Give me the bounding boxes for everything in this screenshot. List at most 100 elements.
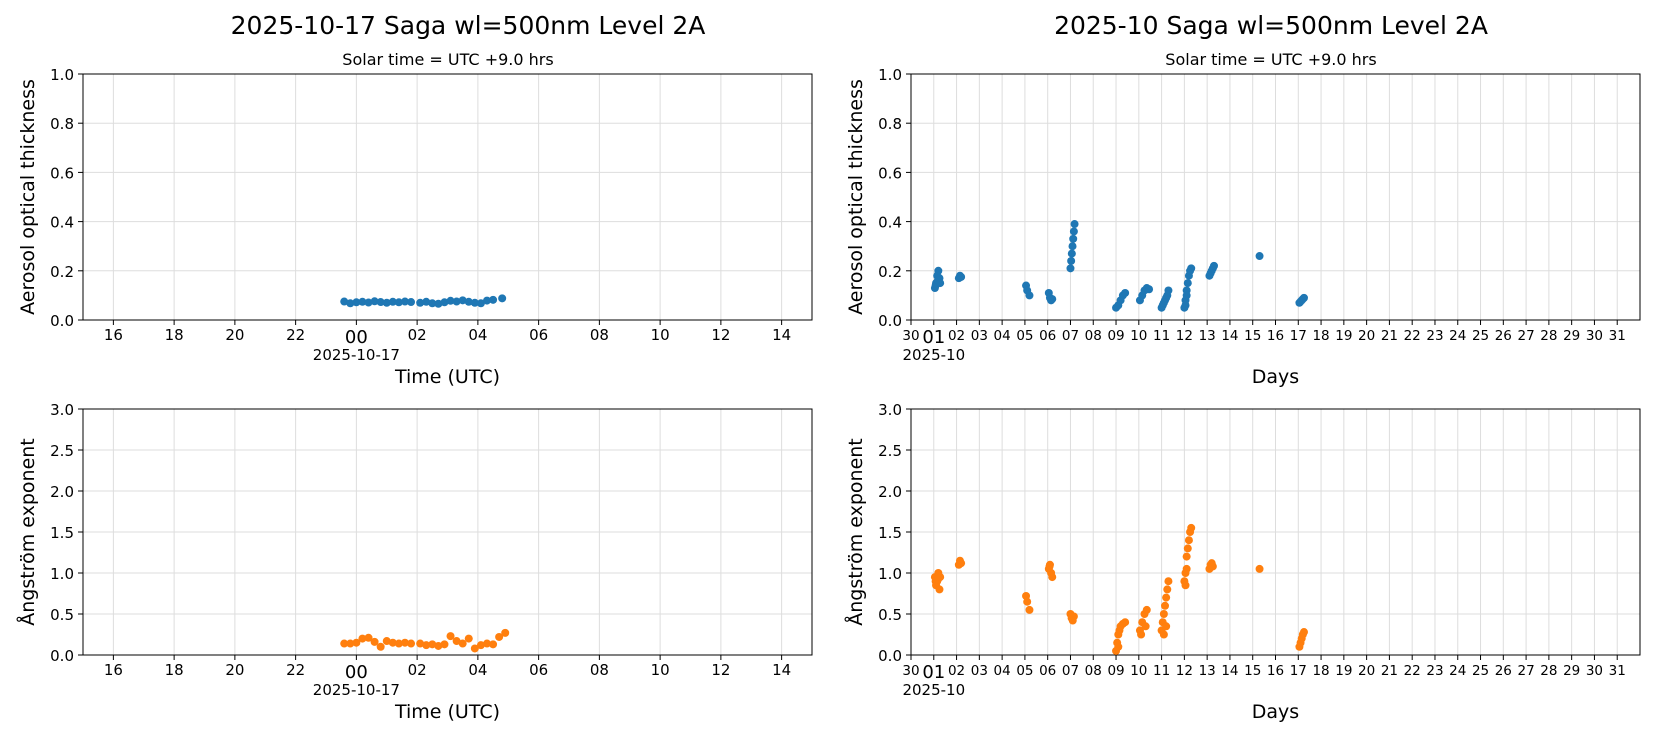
data-point [1159,610,1168,618]
y-tick-label: 0.4 [50,214,74,232]
x-tick-label: 18 [165,326,184,344]
data-point [416,298,425,307]
data-point [452,297,461,306]
y-tick-label: 0.2 [878,263,902,281]
y-tick-label: 0.0 [878,647,902,665]
x-tick-label: 16 [104,326,123,344]
data-point [1182,552,1191,561]
data-point [434,299,443,308]
y-tick-label: 1.5 [878,524,902,542]
data-point [428,299,437,308]
data-point [388,638,397,647]
x-tick-label: 12 [1176,663,1193,679]
data-point [1141,622,1150,631]
y-tick-label: 3.0 [50,401,74,419]
data-point [1255,564,1264,573]
data-point [1145,285,1154,294]
x-tick-label: 20 [1358,663,1375,679]
data-point [1067,249,1076,258]
data-point [394,639,403,648]
data-point [382,298,391,307]
x-tick-label: 19 [1335,328,1352,344]
data-point [1023,597,1032,606]
x-tick-label: 07 [1062,328,1079,344]
data-point [470,644,479,653]
y-tick-label: 2.0 [878,483,902,501]
x-date-label: 2025-10 [902,346,965,364]
data-point [358,634,367,643]
data-point [340,297,349,306]
data-point [1025,605,1034,614]
x-tick-label: 10 [651,661,670,679]
data-point [370,297,379,306]
data-point [446,632,455,641]
data-point [1068,242,1077,251]
x-tick-label: 00 [345,662,368,683]
data-point [1162,622,1171,631]
x-tick-label: 16 [104,661,123,679]
x-tick-label: 31 [1609,328,1626,344]
data-point [1069,227,1078,236]
data-point [416,639,425,648]
data-point [1184,536,1193,545]
monthly-aot-panel: 0.00.20.40.60.81.030 01 02 03 04 05 06 07 08 09 10… [845,66,1641,388]
x-tick-label: 31 [1609,663,1626,679]
data-point [476,299,485,308]
y-axis-label: Aerosol optical thickness [17,79,39,315]
x-tick-label: 04 [468,661,487,679]
data-point [495,632,504,641]
x-tick-label: 14 [772,326,791,344]
data-point [1069,612,1078,621]
x-tick-label: 23 [1426,328,1443,344]
x-axis-label: Days [1252,366,1299,388]
x-tick-label: 14 [772,661,791,679]
data-point [1187,523,1196,532]
x-tick-label: 25 [1472,663,1489,679]
left-subtitle: Solar time = UTC +9.0 hrs [342,50,553,69]
x-tick-label: 14 [1221,328,1238,344]
y-tick-label: 2.0 [50,483,74,501]
x-tick-label: 10 [1130,663,1147,679]
data-point [440,640,449,649]
data-point [428,640,437,649]
y-tick-label: 0.0 [50,312,74,330]
x-tick-label: 28 [1540,328,1557,344]
left-title: 2025-10-17 Saga wl=500nm Level 2A [231,11,706,40]
x-tick-label: 12 [711,661,730,679]
daily-angstrom-panel: 0.0 0.5 1.0 1.5 2.0 2.5 3.0 16 18 20 22 00 02 04 06 08 1… [16,401,813,723]
x-date-label: 2025-10 [902,681,965,699]
data-point [1045,562,1054,571]
y-tick-label: 0.0 [50,647,74,665]
x-tick-label: 29 [1563,663,1580,679]
right-subtitle: Solar time = UTC +9.0 hrs [1165,50,1376,69]
x-tick-label: 02 [408,661,427,679]
x-tick-label: 23 [1426,663,1443,679]
data-point [1161,601,1170,610]
data-point [1163,585,1172,594]
x-tick-label: 30 [1586,328,1603,344]
data-point [440,298,449,307]
x-tick-label: 08 [590,661,609,679]
data-point [501,628,510,637]
data-point [482,296,491,305]
y-tick-label: 0.0 [878,312,902,330]
data-point [1066,264,1075,273]
data-point [1114,642,1123,651]
x-tick-label: 22 [286,661,305,679]
y-tick-label: 1.0 [50,565,74,583]
x-tick-label: 07 [1062,663,1079,679]
x-tick-label: 27 [1518,328,1535,344]
data-point [464,634,473,643]
data-point [1070,220,1079,229]
data-point [935,585,944,594]
x-tick-label: 04 [994,328,1011,344]
x-tick-label: 03 [971,328,988,344]
data-point [382,637,391,646]
data-point [370,637,379,646]
x-tick-label: 00 [345,327,368,348]
data-point [376,642,385,651]
data-point [352,298,361,307]
x-tick-label: 09 [1107,328,1124,344]
x-tick-label: 08 [1085,328,1102,344]
